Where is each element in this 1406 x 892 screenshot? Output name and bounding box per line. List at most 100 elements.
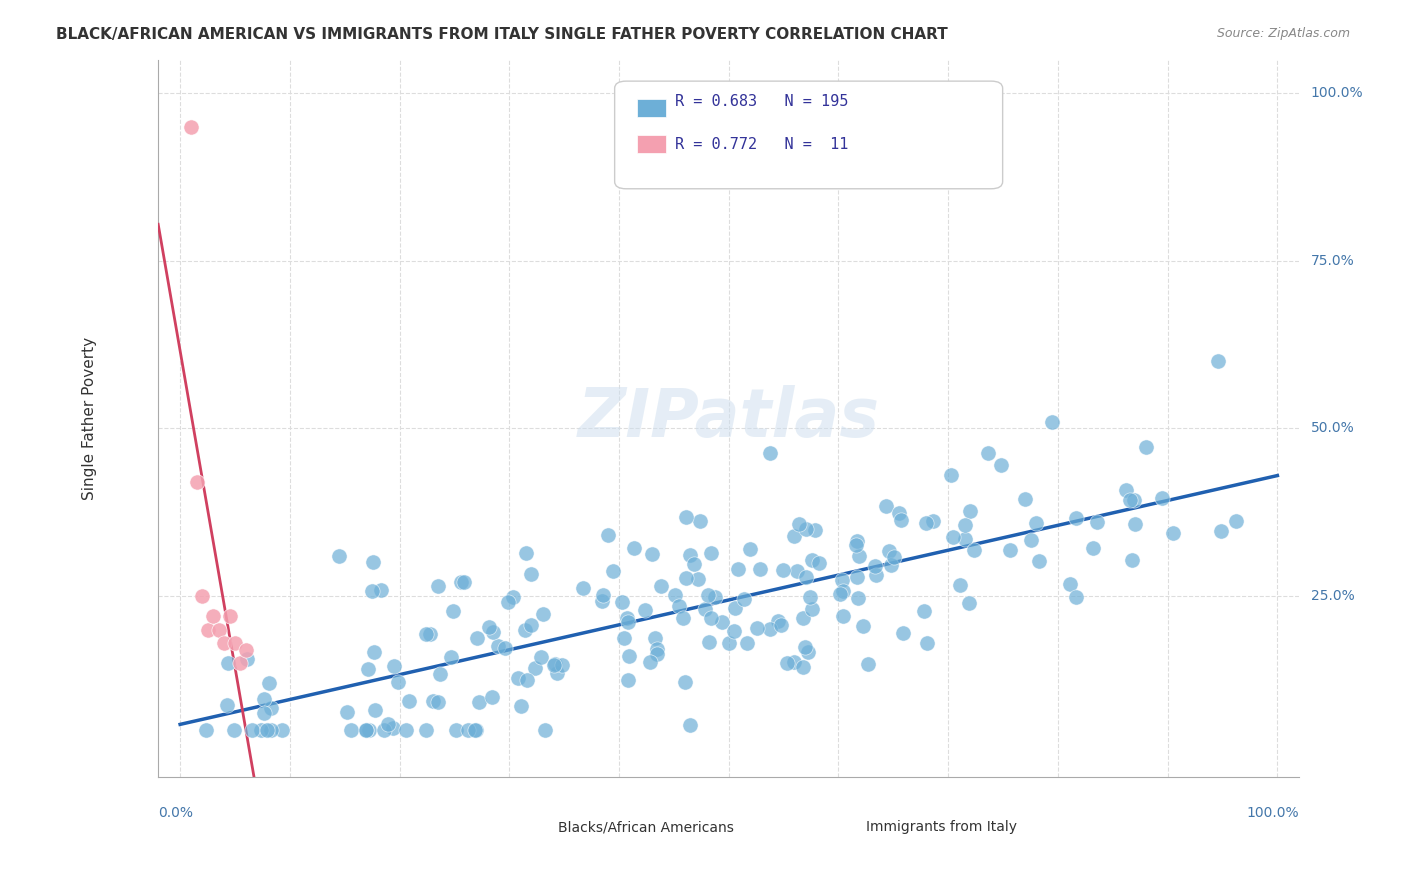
- Blacks/African Americans: [364, 703, 387, 717]
- Blacks/African Americans: [672, 611, 695, 625]
- Blacks/African Americans: [786, 564, 808, 578]
- Blacks/African Americans: [644, 631, 666, 645]
- Blacks/African Americans: [772, 563, 794, 577]
- Blacks/African Americans: [803, 523, 825, 537]
- Blacks/African Americans: [257, 676, 280, 690]
- Blacks/African Americans: [647, 641, 669, 656]
- Blacks/African Americans: [794, 570, 817, 584]
- Blacks/African Americans: [520, 566, 543, 581]
- Blacks/African Americans: [509, 699, 531, 714]
- Blacks/African Americans: [957, 596, 980, 610]
- Blacks/African Americans: [758, 622, 780, 636]
- Blacks/African Americans: [875, 499, 897, 513]
- Blacks/African Americans: [464, 723, 486, 738]
- Blacks/African Americans: [457, 723, 479, 738]
- Blacks/African Americans: [546, 665, 568, 680]
- Blacks/African Americans: [363, 555, 385, 569]
- Blacks/African Americans: [1081, 541, 1104, 556]
- Blacks/African Americans: [1161, 526, 1184, 541]
- Blacks/African Americans: [1014, 491, 1036, 506]
- Blacks/African Americans: [914, 603, 936, 617]
- Blacks/African Americans: [733, 592, 755, 607]
- Blacks/African Americans: [260, 701, 283, 715]
- Blacks/African Americans: [650, 579, 672, 593]
- Blacks/African Americans: [846, 591, 869, 605]
- Blacks/African Americans: [613, 631, 636, 645]
- Blacks/African Americans: [675, 510, 697, 524]
- Blacks/African Americans: [260, 723, 283, 738]
- Blacks/African Americans: [723, 624, 745, 638]
- Blacks/African Americans: [592, 588, 614, 602]
- Text: 0.0%: 0.0%: [159, 805, 193, 820]
- Blacks/African Americans: [735, 636, 758, 650]
- Blacks/African Americans: [679, 718, 702, 732]
- Blacks/African Americans: [551, 658, 574, 673]
- Blacks/African Americans: [863, 559, 886, 574]
- Blacks/African Americans: [1059, 577, 1081, 591]
- Bar: [517, 814, 538, 830]
- Blacks/African Americans: [915, 516, 938, 531]
- Blacks/African Americans: [1040, 415, 1063, 429]
- Blacks/African Americans: [1225, 514, 1247, 528]
- Blacks/African Americans: [776, 657, 799, 671]
- Text: Immigrants from Italy: Immigrants from Italy: [866, 821, 1017, 834]
- Text: R = 0.683   N = 195: R = 0.683 N = 195: [675, 94, 848, 109]
- Blacks/African Americans: [340, 723, 363, 738]
- Blacks/African Americans: [373, 723, 395, 738]
- Blacks/African Americans: [696, 588, 718, 602]
- Text: Source: ZipAtlas.com: Source: ZipAtlas.com: [1216, 27, 1350, 40]
- Blacks/African Americans: [256, 723, 278, 738]
- Blacks/African Americans: [766, 614, 789, 628]
- Blacks/African Americans: [415, 627, 437, 641]
- Blacks/African Americans: [465, 631, 488, 645]
- Blacks/African Americans: [444, 723, 467, 738]
- Blacks/African Americans: [610, 595, 633, 609]
- Blacks/African Americans: [727, 562, 749, 576]
- Blacks/African Americans: [1123, 493, 1146, 508]
- Blacks/African Americans: [1206, 354, 1229, 368]
- Blacks/African Americans: [724, 601, 747, 615]
- Blacks/African Americans: [486, 639, 509, 653]
- Blacks/African Americans: [534, 723, 557, 738]
- Blacks/African Americans: [498, 595, 520, 609]
- Blacks/African Americans: [1000, 542, 1022, 557]
- Blacks/African Americans: [591, 594, 613, 608]
- Blacks/African Americans: [370, 582, 392, 597]
- Text: Blacks/African Americans: Blacks/African Americans: [558, 821, 734, 834]
- Blacks/African Americans: [955, 533, 977, 547]
- Bar: [831, 814, 852, 830]
- FancyBboxPatch shape: [614, 81, 1002, 189]
- Blacks/African Americans: [357, 723, 380, 738]
- Blacks/African Americans: [1121, 553, 1143, 567]
- Blacks/African Americans: [363, 645, 385, 659]
- Blacks/African Americans: [801, 602, 824, 616]
- Blacks/African Americans: [1135, 440, 1157, 454]
- Blacks/African Americans: [377, 717, 399, 731]
- Blacks/African Americans: [683, 558, 706, 572]
- Blacks/African Americans: [889, 506, 911, 520]
- Blacks/African Americans: [963, 543, 986, 558]
- Blacks/African Americans: [215, 698, 238, 712]
- Blacks/African Americans: [848, 549, 870, 563]
- Blacks/African Americans: [787, 517, 810, 532]
- Blacks/African Americans: [801, 552, 824, 566]
- Blacks/African Americans: [453, 574, 475, 589]
- Blacks/African Americans: [1028, 554, 1050, 568]
- Blacks/African Americans: [689, 514, 711, 528]
- Blacks/African Americans: [890, 513, 912, 527]
- Bar: [637, 135, 666, 153]
- Blacks/African Americans: [711, 615, 734, 630]
- Blacks/African Americans: [783, 529, 806, 543]
- Immigrants from Italy: [202, 609, 225, 624]
- Blacks/African Americans: [382, 721, 405, 735]
- Immigrants from Italy: [191, 589, 214, 603]
- Blacks/African Americans: [679, 548, 702, 562]
- Text: 100.0%: 100.0%: [1310, 87, 1364, 100]
- Blacks/African Americans: [235, 652, 257, 666]
- Blacks/African Americans: [883, 550, 905, 565]
- Blacks/African Americans: [693, 602, 716, 616]
- Blacks/African Americans: [356, 723, 378, 738]
- Text: BLACK/AFRICAN AMERICAN VS IMMIGRANTS FROM ITALY SINGLE FATHER POVERTY CORRELATIO: BLACK/AFRICAN AMERICAN VS IMMIGRANTS FRO…: [56, 27, 948, 42]
- Blacks/African Americans: [465, 723, 488, 738]
- Bar: [637, 99, 666, 117]
